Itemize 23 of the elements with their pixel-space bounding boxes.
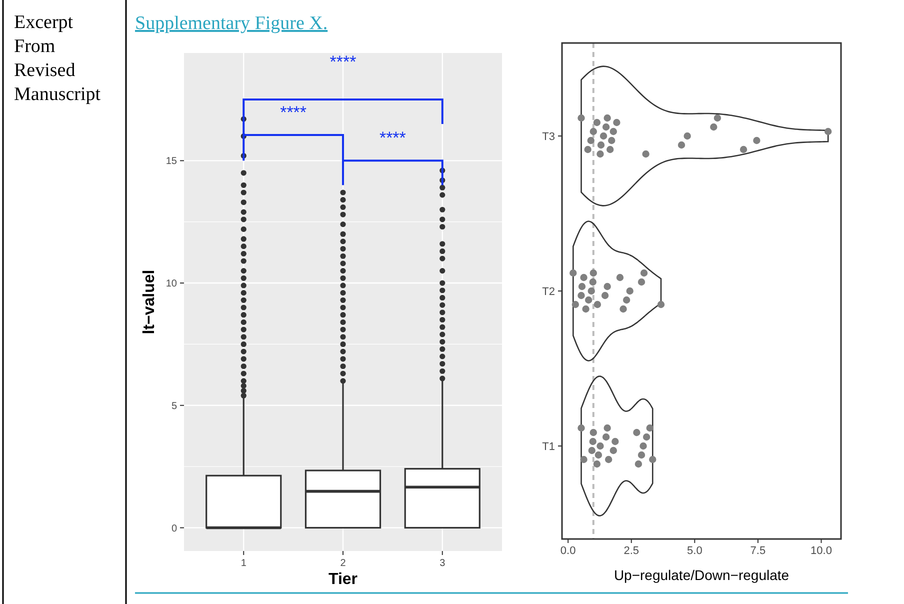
x-axis-title: Up−regulate/Down−regulate xyxy=(614,567,790,583)
x-tick-label: 2 xyxy=(340,558,346,569)
annotation: **** xyxy=(280,102,307,122)
x-tick-label: 3 xyxy=(440,558,446,569)
y-tick-label: 5 xyxy=(171,400,178,412)
x-tick-label: 10.0 xyxy=(810,545,832,557)
chart-title: Supplementary Figure X. xyxy=(135,13,328,34)
x-tick-label: 5.0 xyxy=(687,545,702,557)
x-tick-label: 7.5 xyxy=(750,545,766,557)
annotation: **** xyxy=(330,52,357,72)
y-tick-label: 10 xyxy=(166,278,178,290)
x-tick-label: 1 xyxy=(240,558,247,569)
y-tick-label: 15 xyxy=(166,156,178,168)
annotation: **** xyxy=(379,128,406,148)
y-tick-label: T2 xyxy=(542,286,555,298)
x-tick-label: 0.0 xyxy=(560,545,576,557)
text: Excerpt From Revised Manuscript xyxy=(14,12,102,105)
y-axis-title: lt−valuel xyxy=(141,270,158,334)
x-tick-label: 2.5 xyxy=(624,545,640,557)
y-tick-label: T1 xyxy=(542,440,555,453)
x-axis-title: Tier xyxy=(328,571,358,588)
y-tick-label: 0 xyxy=(171,523,178,534)
y-tick-label: T3 xyxy=(542,130,555,143)
